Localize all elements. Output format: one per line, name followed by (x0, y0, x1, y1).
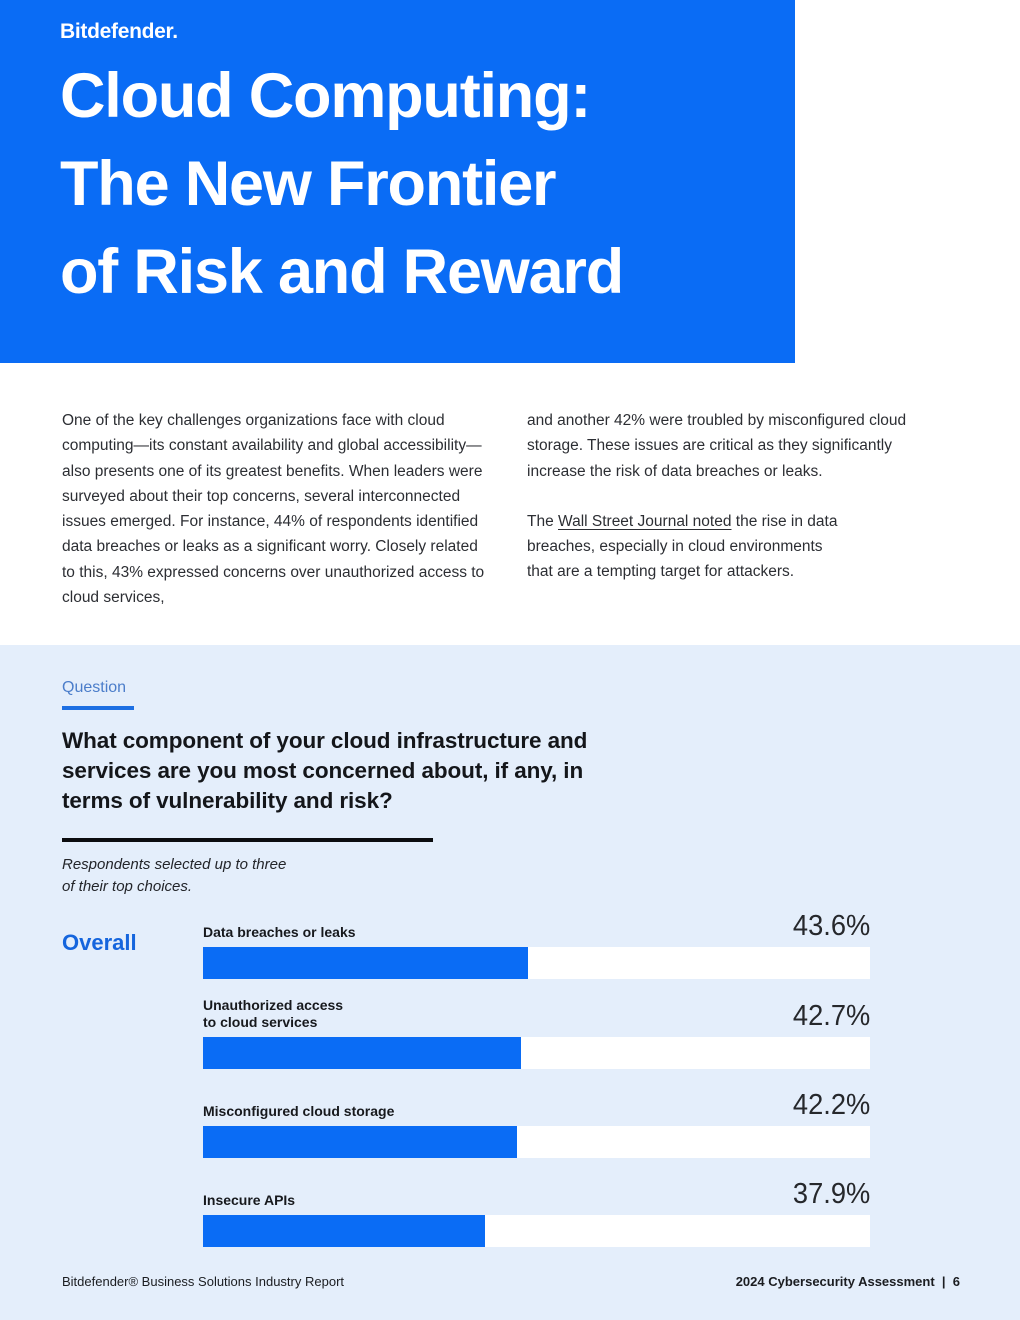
intro-right-column: and another 42% were troubled by misconf… (527, 408, 939, 610)
page-title: Cloud Computing: The New Frontier of Ris… (60, 52, 795, 316)
page-footer: Bitdefender® Business Solutions Industry… (62, 1274, 960, 1289)
footer-page-info: 2024 Cybersecurity Assessment | 6 (735, 1274, 960, 1289)
footer-report-name: Bitdefender® Business Solutions Industry… (62, 1274, 345, 1289)
question-note-line-1: Respondents selected up to three (62, 856, 287, 873)
hero-header: Bitdefender. Cloud Computing: The New Fr… (0, 0, 795, 363)
intro-right-paragraph-2: The Wall Street Journal noted the rise i… (527, 509, 939, 585)
chart-group-label: Overall (62, 930, 137, 955)
question-eyebrow-underline (62, 706, 134, 710)
bar-row-header: Misconfigured cloud storage 42.2% (203, 1087, 870, 1120)
question-eyebrow: Question (62, 679, 127, 696)
bar-track (203, 1126, 870, 1158)
question-note: Respondents selected up to three of their… (62, 854, 960, 898)
question-note-line-2: of their top choices. (62, 878, 193, 895)
bar-row-header: Insecure APIs 37.9% (203, 1176, 870, 1209)
bitdefender-logo: Bitdefender. (60, 20, 178, 43)
page-title-line-1: Cloud Computing: (60, 61, 591, 131)
bar-fill (203, 1215, 486, 1247)
intro-right-paragraph-1: and another 42% were troubled by misconf… (527, 412, 907, 480)
bar-row-header: Unauthorized access to cloud services 42.… (203, 997, 870, 1031)
bar-fill (203, 947, 528, 979)
bar-fill (203, 1037, 522, 1069)
bar-row: Unauthorized access to cloud services 42.… (203, 997, 870, 1069)
p2-line-3: that are a tempting target for attackers… (527, 563, 795, 581)
question-section: Question What component of your cloud in… (0, 645, 1020, 1320)
bar-fill (203, 1126, 518, 1158)
question-title: What component of your cloud infrastruct… (62, 728, 588, 813)
bar-value-label: 37.9% (792, 1178, 870, 1210)
bar-track (203, 1215, 870, 1247)
bar-track (203, 1037, 870, 1069)
p2-line-2: breaches, especially in cloud environmen… (527, 538, 823, 556)
bar-value-label: 43.6% (792, 910, 870, 942)
bar-category-label: Data breaches or leaks (203, 924, 356, 940)
bar-value-label: 42.7% (792, 1000, 870, 1032)
p2-prefix: The (527, 512, 559, 530)
bar-category-label: Insecure APIs (203, 1192, 296, 1208)
chart-rows: Data breaches or leaks 43.6% Unauthorize… (203, 908, 870, 1265)
bar-row-header: Data breaches or leaks 43.6% (203, 908, 870, 941)
bar-row: Misconfigured cloud storage 42.2% (203, 1087, 870, 1158)
page-title-line-3: of Risk and Reward (60, 237, 624, 307)
page-title-line-2: The New Frontier (60, 149, 557, 219)
bar-category-label: Unauthorized access to cloud services (203, 997, 344, 1030)
intro-copy: One of the key challenges organizations … (62, 408, 958, 610)
intro-left-paragraph: One of the key challenges organizations … (62, 412, 485, 607)
p2-after-link: the rise in data (731, 512, 838, 530)
wsj-link[interactable]: Wall Street Journal noted (558, 512, 732, 530)
bar-category-label: Misconfigured cloud storage (203, 1103, 395, 1119)
divider-rule (62, 838, 433, 842)
bar-chart: Overall Data breaches or leaks 43.6% Una… (62, 908, 960, 1265)
bar-value-label: 42.2% (792, 1089, 870, 1121)
bar-track (203, 947, 870, 979)
bar-row: Insecure APIs 37.9% (203, 1176, 870, 1247)
bar-row: Data breaches or leaks 43.6% (203, 908, 870, 979)
